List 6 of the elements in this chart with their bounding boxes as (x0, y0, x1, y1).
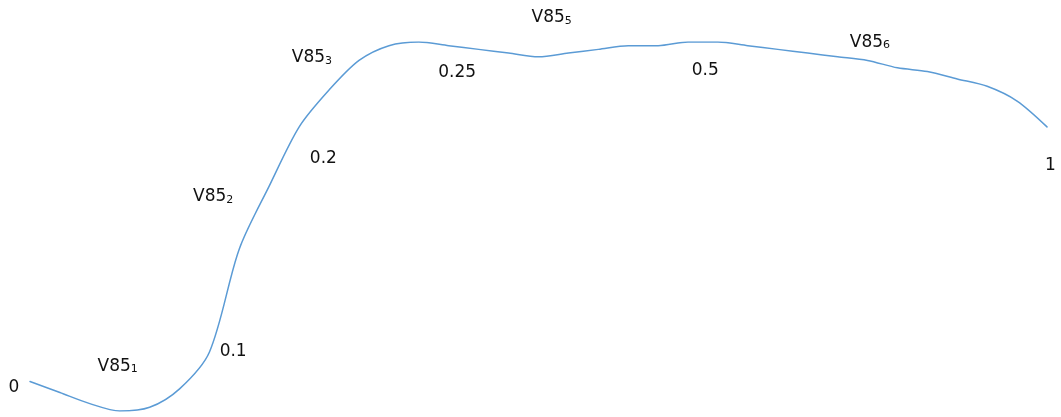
annotation: 0.25 (438, 60, 477, 81)
annotation: 0.5 (691, 58, 719, 79)
annotation: 0 (8, 375, 20, 396)
annotation: 0.2 (309, 146, 337, 167)
annotation: 0.1 (219, 340, 247, 361)
annotation: 1 (1045, 153, 1056, 174)
